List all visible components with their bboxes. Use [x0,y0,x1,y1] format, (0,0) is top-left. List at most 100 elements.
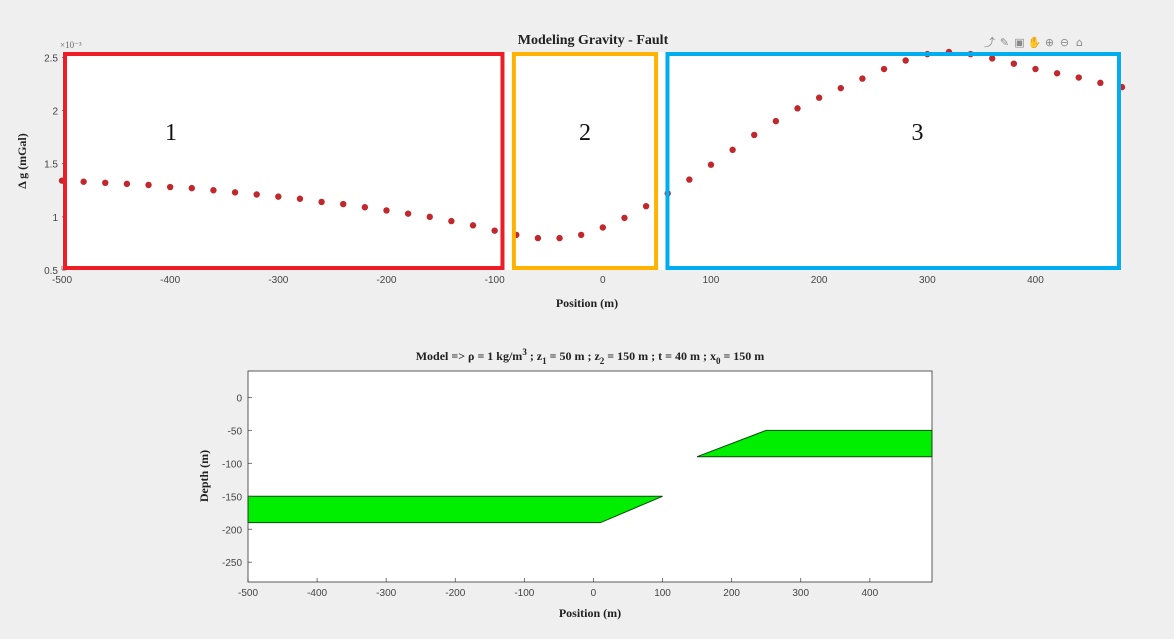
gravity-data-point [880,65,888,73]
export-icon[interactable]: ⤴ [984,35,995,49]
gravity-y-tick-label: 2.5 [44,53,58,64]
gravity-data-point [491,227,498,234]
gravity-data-point [80,178,87,185]
model-title-z2-val: = 150 m ; t = 40 m ; x [604,349,716,363]
gravity-data-point [1075,74,1082,81]
region-label-1: 1 [165,120,177,146]
gravity-data-point [188,184,195,192]
gravity-x-tick-label: -400 [160,275,180,286]
model-y-tick-label: -200 [222,525,242,536]
model-y-tick-label: 0 [236,393,242,404]
model-chart-title: Model => ρ = 1 kg/m3 ; z1 = 50 m ; z2 = … [416,347,765,366]
gravity-data-point [102,179,109,186]
gravity-data-point [772,117,780,125]
brush-icon[interactable]: ✎ [999,35,1010,49]
gravity-data-point [815,94,823,101]
home-icon[interactable]: ⌂ [1076,35,1083,49]
model-title-prefix: Model => ρ = 1 kg/m [416,349,523,363]
gravity-data-point [123,180,131,188]
gravity-data-point [1032,65,1039,73]
gravity-data-point [686,176,693,183]
gravity-x-tick-label: -200 [376,275,396,286]
gravity-data-point [837,84,844,92]
model-x-tick-label: -300 [376,588,396,599]
model-y-tick-label: -150 [222,492,242,503]
region-box-3 [665,52,1121,270]
gravity-data-point [859,75,866,82]
fault-block-1 [247,495,663,524]
gravity-y-tick-label: 0.5 [44,266,58,277]
gravity-data-point [794,105,801,112]
model-title-z2-sub: 2 [600,356,605,366]
model-title-z1-sub: 1 [542,356,547,366]
zoom-in-icon[interactable]: ⊕ [1044,35,1055,49]
model-axes-frame [247,370,933,583]
gravity-data-point [621,214,628,222]
gravity-data-point [231,189,239,196]
gravity-y-tick-label: 1 [52,213,58,224]
gravity-data-point [296,195,304,202]
model-x-tick-label: -100 [514,588,534,599]
model-x-label: Position (m) [559,606,621,620]
gravity-x-tick-label: -100 [485,275,505,286]
region-label-2: 2 [579,120,591,146]
gravity-x-tick-label: -300 [268,275,288,286]
gravity-data-point [340,200,347,208]
gravity-data-point [275,193,282,200]
gravity-chart-title: Modeling Gravity - Fault [518,33,669,48]
gravity-x-tick-label: 200 [811,275,828,286]
gravity-data-point [145,181,152,189]
figure-toolbar: ⤴ ✎ ▣ ✋ ⊕ ⊖ ⌂ [983,33,1086,51]
gravity-data-point [166,183,174,191]
gravity-data-point [707,161,715,168]
region-box-2 [511,52,659,270]
model-y-tick-label: -100 [222,459,242,470]
gravity-y-label: Δ g (mGal) [15,133,29,189]
gravity-data-point [642,202,650,210]
gravity-data-point [210,187,217,194]
datatip-icon[interactable]: ▣ [1014,35,1025,49]
model-y-label: Depth (m) [197,450,211,502]
gravity-data-point [599,224,607,231]
region-label-3: 3 [911,120,923,146]
gravity-x-tick-label: 0 [600,275,606,286]
model-title-x0-sub: 0 [716,356,721,366]
model-title-x0-val: = 150 m [720,349,764,363]
gravity-data-point [448,217,455,225]
model-y-tick-label: -50 [228,426,243,437]
gravity-x-tick-label: 400 [1027,275,1044,286]
region-box-1 [63,52,505,270]
gravity-y-tick-label: 1.5 [44,160,58,171]
model-x-tick-label: 200 [723,588,740,599]
model-x-tick-label: -500 [238,588,258,599]
gravity-data-point [426,213,433,221]
gravity-data-point [253,191,260,198]
gravity-y-exponent: ×10⁻³ [60,40,82,50]
model-y-tick-label: -250 [222,558,242,569]
gravity-data-point [577,231,585,239]
zoom-out-icon[interactable]: ⊖ [1059,35,1070,49]
gravity-data-point [1010,60,1018,67]
model-plot-area [248,371,932,582]
gravity-x-tick-label: -500 [52,275,72,286]
gravity-data-point [1097,79,1104,87]
gravity-data-point [383,207,390,214]
gravity-data-point [469,222,477,229]
gravity-x-tick-label: 100 [703,275,720,286]
gravity-chart: Modeling Gravity - Fault ×10⁻³ Position … [15,33,1126,310]
model-x-tick-label: 400 [861,588,878,599]
gravity-x-label: Position (m) [556,296,618,310]
gravity-data-point [729,146,736,154]
model-x-tick-label: -400 [307,588,327,599]
model-x-tick-label: -200 [445,588,465,599]
gravity-data-point [902,57,909,64]
region-annotations: 1 2 3 [63,52,1121,270]
gravity-data-point [989,55,996,62]
model-x-tick-label: 300 [792,588,809,599]
pan-hand-icon[interactable]: ✋ [1027,35,1042,49]
model-title-rho-exp: 3 [522,347,527,357]
model-x-tick-label: 100 [654,588,671,599]
gravity-data-point [556,234,563,242]
model-title-z1-pre: ; z [527,349,543,363]
